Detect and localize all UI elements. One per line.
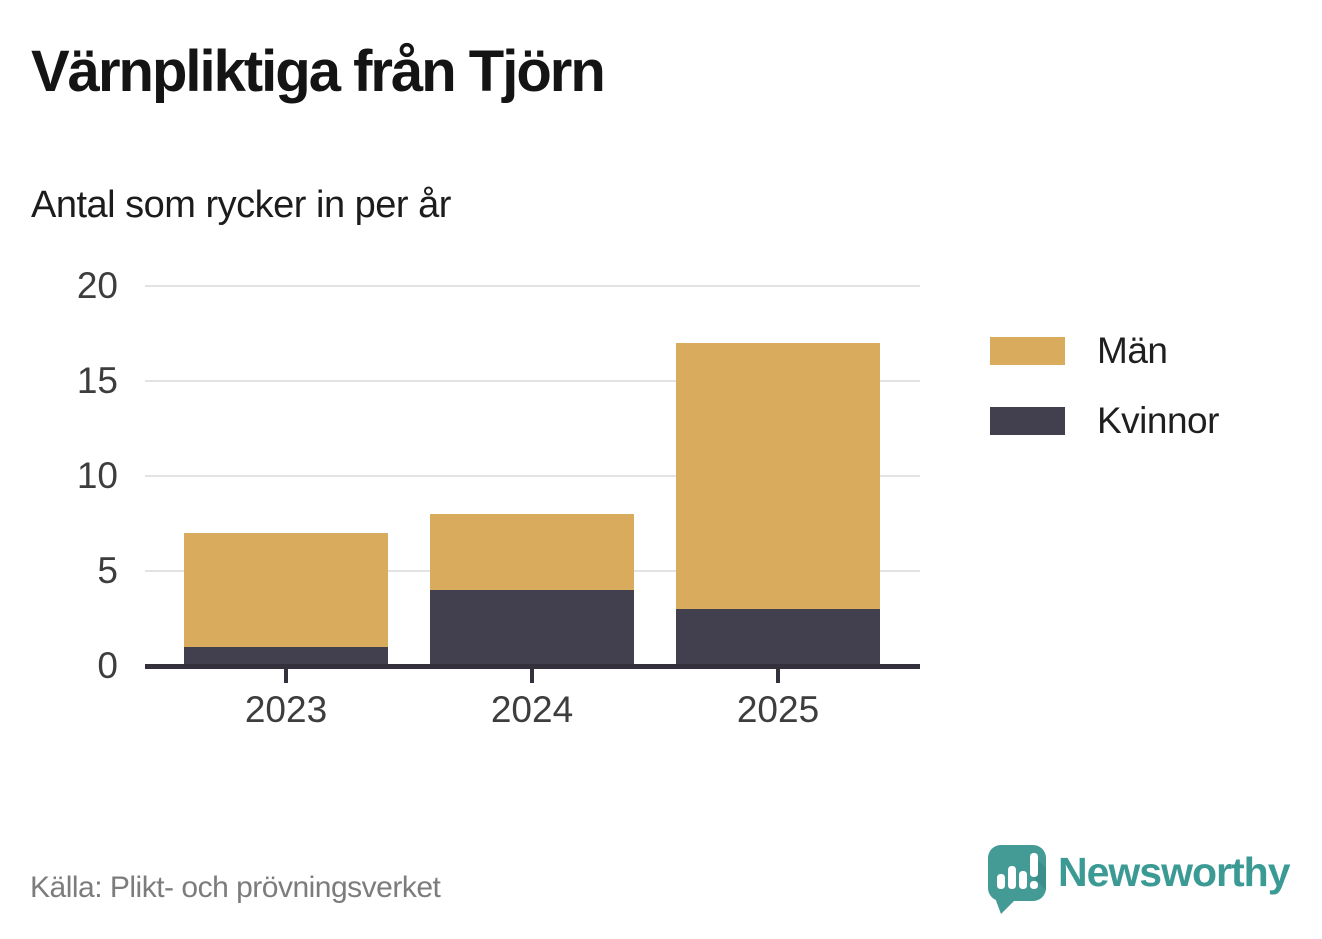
bar-segment-men-2025: [676, 343, 880, 609]
legend-swatch-men: [990, 337, 1065, 365]
gridline-y-10: [145, 475, 920, 477]
gridline-y-20: [145, 285, 920, 287]
bar-segment-men-2023: [184, 533, 388, 647]
brand-logo: Newsworthy: [988, 845, 1290, 915]
legend: Män Kvinnor: [990, 330, 1219, 470]
bar-segment-men-2024: [430, 514, 634, 590]
x-axis-label-2023: 2023: [244, 689, 328, 730]
legend-label-women: Kvinnor: [1097, 400, 1219, 441]
x-tick-2024: [530, 669, 534, 683]
legend-item-men: Män: [990, 330, 1219, 372]
bar-group-2025: [676, 343, 880, 666]
y-axis-label-10: 10: [76, 455, 118, 496]
page-subtitle: Antal som rycker in per år: [31, 184, 451, 226]
legend-label-men: Män: [1097, 330, 1168, 371]
y-axis-label-0: 0: [97, 645, 118, 686]
brand-name: Newsworthy: [1058, 849, 1290, 895]
y-axis-label-5: 5: [97, 550, 118, 591]
source-text: Källa: Plikt- och prövningsverket: [30, 871, 441, 904]
x-tick-2025: [776, 669, 780, 683]
x-axis-line: [145, 664, 920, 669]
bar-segment-women-2025: [676, 609, 880, 666]
legend-swatch-women: [990, 407, 1065, 435]
bar-group-2024: [430, 514, 634, 666]
gridline-y-15: [145, 380, 920, 382]
newsworthy-logo-icon: [988, 845, 1046, 914]
y-axis-label-20: 20: [76, 265, 118, 306]
x-tick-2023: [284, 669, 288, 683]
bar-segment-women-2023: [184, 647, 388, 666]
page-title: Värnpliktiga från Tjörn: [31, 39, 606, 104]
x-axis-label-2024: 2024: [490, 689, 574, 730]
legend-item-women: Kvinnor: [990, 400, 1219, 442]
bar-group-2023: [184, 533, 388, 666]
y-axis-label-15: 15: [76, 360, 118, 401]
x-axis-label-2025: 2025: [736, 689, 820, 730]
bar-segment-women-2024: [430, 590, 634, 666]
